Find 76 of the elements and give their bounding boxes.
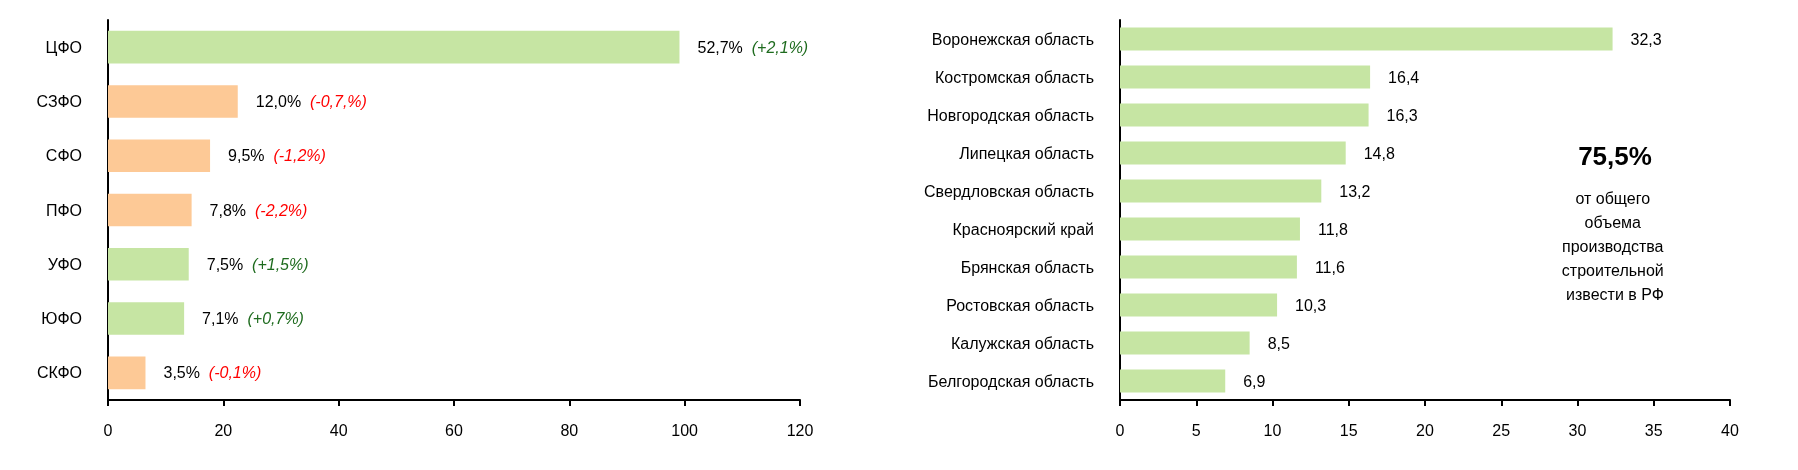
annotation: 7,5% (206, 255, 244, 273)
y-tick-label: Калужская область (950, 334, 1094, 352)
x-tick-label: 120 (786, 421, 814, 439)
x-tick-label: 10 (1263, 421, 1282, 439)
y-tick-label: ЦФО (45, 38, 82, 56)
y-tick-label: Воронежская область (931, 30, 1094, 48)
y-tick-label: Новгородская область (927, 106, 1094, 124)
annotation: 3,5% (163, 364, 200, 382)
y-tick-label: ПФО (45, 201, 82, 219)
x-tick-label: 5 (1191, 421, 1201, 439)
data-label: 10,3 (1295, 296, 1327, 314)
y-tick-label: СКФО (37, 364, 82, 382)
bar (1120, 331, 1250, 355)
bar (1120, 27, 1613, 51)
annotation: от общего объема производства строительной извести в РФ (1561, 189, 1669, 303)
bar (108, 139, 211, 172)
data-label: 14,8 (1363, 144, 1395, 162)
bar (1120, 217, 1300, 241)
bar (1120, 65, 1371, 89)
bar (108, 248, 189, 281)
annotation: 7,8% (209, 201, 247, 219)
bar (1120, 369, 1226, 393)
y-tick-label: Ростовская область (946, 296, 1094, 314)
bar (108, 193, 192, 227)
x-tick-label: 0 (1115, 421, 1125, 439)
bar (1120, 255, 1297, 279)
x-tick-label: 30 (1568, 421, 1587, 439)
annotation: (-2,2%) (254, 201, 308, 219)
bar (1120, 141, 1346, 165)
y-tick-label: Липецкая область (959, 144, 1094, 162)
data-label: 32,3 (1630, 30, 1662, 48)
annotation: (+2,1%) (751, 38, 809, 56)
y-tick-label: Красноярский край (952, 220, 1094, 238)
x-tick-label: 80 (560, 421, 579, 439)
x-tick-label: 60 (445, 421, 463, 439)
annotation: 12,0% (255, 92, 302, 110)
x-tick-label: 25 (1492, 421, 1511, 439)
annotation: 7,1% (202, 310, 239, 328)
bar (108, 356, 146, 390)
annotation: (+0,7%) (247, 310, 304, 328)
annotation: 52,7% (697, 38, 743, 56)
data-label: 16,3 (1386, 106, 1418, 124)
x-tick-label: 15 (1339, 421, 1358, 439)
data-label: 8,5 (1267, 334, 1290, 352)
y-tick-label: Свердловская область (924, 182, 1094, 200)
y-tick-label: Белгородская область (928, 372, 1094, 390)
data-label: 16,4 (1388, 68, 1420, 86)
x-tick-label: 100 (671, 421, 699, 439)
bar (108, 30, 680, 64)
x-tick-label: 20 (1416, 421, 1434, 439)
annotation: (-0,7,%) (310, 92, 367, 110)
annotation: (+1,5%) (252, 255, 309, 273)
bar (1120, 293, 1278, 317)
y-tick-label: Костромская область (935, 68, 1094, 86)
bar (1120, 103, 1369, 127)
annotation: 75,5% (1578, 141, 1652, 171)
x-tick-label: 40 (1721, 421, 1739, 439)
data-label: 13,2 (1339, 182, 1371, 200)
y-tick-label: СФО (45, 147, 82, 165)
data-label: 11,8 (1317, 220, 1348, 238)
bar (108, 85, 238, 118)
bar (108, 302, 185, 335)
x-tick-label: 0 (103, 421, 113, 439)
data-label: 6,9 (1243, 372, 1266, 390)
x-tick-label: 35 (1644, 421, 1663, 439)
data-label: 11,6 (1314, 258, 1345, 276)
annotation: (-1,2%) (273, 147, 326, 165)
y-tick-label: Брянская область (960, 258, 1094, 276)
x-tick-label: 40 (329, 421, 348, 439)
bar (1120, 179, 1322, 203)
x-tick-label: 20 (214, 421, 233, 439)
annotation: 9,5% (228, 147, 265, 165)
annotation: (-0,1%) (208, 364, 262, 382)
y-tick-label: ЮФО (41, 310, 82, 328)
y-tick-label: СЗФО (36, 92, 82, 110)
y-tick-label: УФО (47, 255, 82, 273)
